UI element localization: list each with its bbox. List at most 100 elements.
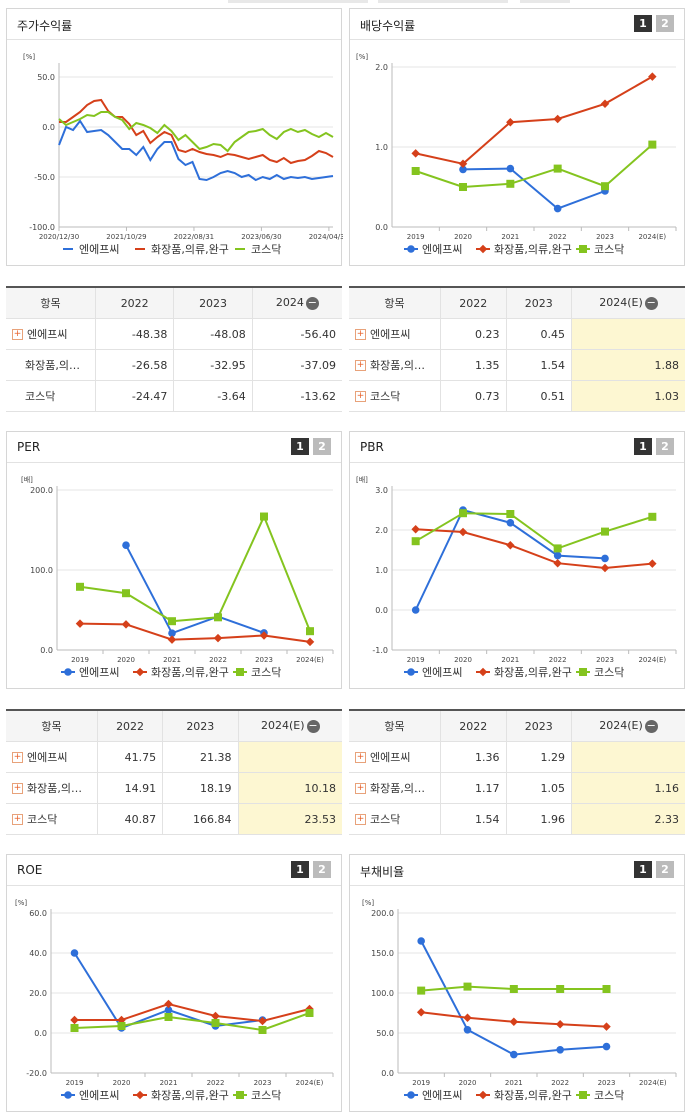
data-point	[135, 667, 145, 677]
table-cell: 18.19	[162, 772, 238, 804]
data-point	[121, 620, 131, 629]
y-tick-label: 0.0	[40, 646, 53, 655]
legend-label: 코스닥	[251, 666, 281, 679]
data-point	[600, 99, 610, 109]
data-point	[506, 519, 515, 527]
expand-icon[interactable]: +	[355, 751, 366, 763]
table-cell: 21.38	[162, 741, 238, 773]
tab-1[interactable]: 1	[634, 15, 652, 32]
tab-2[interactable]: 2	[656, 438, 674, 455]
expand-icon[interactable]: +	[12, 328, 23, 340]
x-tick-label: 2023	[254, 1079, 272, 1087]
legend-label: 엔에프씨	[422, 243, 462, 256]
table-cell: 1.36	[440, 741, 506, 773]
collapse-icon[interactable]: −	[644, 718, 658, 733]
divider	[350, 462, 684, 463]
table-cell: -13.62	[251, 380, 342, 412]
collapse-icon[interactable]: −	[306, 718, 320, 733]
row-label: 코스닥	[27, 813, 58, 826]
table-cell: 10.18	[237, 772, 342, 804]
expand-icon[interactable]: +	[355, 359, 366, 371]
x-tick-label: 2019	[66, 1079, 84, 1087]
tab-1[interactable]: 1	[291, 438, 309, 455]
expand-icon[interactable]: +	[12, 751, 23, 763]
table-cell: 1.35	[440, 349, 506, 381]
table-row: + 화장품,의류,완구 1.351.541.88	[349, 349, 685, 381]
data-point	[417, 937, 425, 945]
data-point	[509, 1017, 519, 1027]
x-tick-label: 2020	[454, 656, 472, 664]
x-tick-label: 2019	[412, 1079, 430, 1087]
header-label: 항목	[384, 720, 405, 733]
y-tick-label: 100.0	[30, 566, 53, 575]
header-label: 2022	[120, 296, 149, 310]
y-tick-label: 2.0	[375, 63, 388, 72]
series-line	[58, 119, 334, 182]
header-label: 2024(E)	[260, 719, 305, 733]
chart-svg: [%] 200.0 150.0 100.0 50.0 0.0 2019 2020 2021 202…	[362, 899, 677, 1102]
tab-1[interactable]: 1	[634, 438, 652, 455]
legend-label: 엔에프씨	[422, 666, 462, 679]
per-table: 항목 2022 2023 2024(E) − + 엔에프씨 41.75 21.38 + 화장품,의류…	[6, 709, 342, 835]
data-point	[305, 637, 315, 647]
tab-2[interactable]: 2	[313, 861, 331, 878]
data-point	[478, 244, 488, 254]
table-cell: -48.08	[173, 318, 253, 350]
table-cell: 40.87	[96, 803, 163, 835]
data-point	[211, 1019, 220, 1027]
table-cell: -56.40	[251, 318, 342, 350]
data-point	[236, 668, 244, 676]
header-label: 2022	[459, 296, 488, 310]
data-point	[407, 245, 415, 253]
expand-icon[interactable]: +	[355, 390, 366, 402]
data-point	[506, 540, 515, 550]
data-point	[506, 510, 515, 518]
row-label: 엔에프씨	[370, 751, 411, 764]
expand-icon[interactable]: +	[12, 813, 23, 825]
y-tick-label: 3.0	[375, 486, 388, 495]
table-row: 코스닥 -24.47 -3.64 -13.62	[6, 380, 342, 412]
x-tick-label: 2019	[407, 656, 425, 664]
data-point	[463, 982, 472, 991]
y-tick-label: 1.0	[375, 566, 388, 575]
table-cell: -3.64	[173, 380, 253, 412]
panel-title: 부채비율	[360, 865, 405, 879]
data-point	[411, 167, 420, 175]
header-label: 항목	[384, 297, 405, 310]
header-label: 항목	[41, 720, 62, 733]
data-point	[553, 544, 562, 553]
tab-2[interactable]: 2	[656, 861, 674, 878]
expand-icon[interactable]: +	[355, 328, 366, 340]
table-row: + 화장품,의류,완구 1.171.051.16	[349, 772, 685, 804]
data-point	[411, 537, 420, 546]
y-tick-label: 50.0	[376, 1029, 394, 1038]
legend-label: 화장품,의류,완구	[151, 243, 229, 256]
x-tick-label: 2023	[596, 233, 614, 241]
expand-icon[interactable]: +	[355, 813, 366, 825]
collapse-icon[interactable]: −	[305, 295, 319, 310]
legend-label: 코스닥	[251, 243, 281, 256]
expand-icon[interactable]: +	[355, 782, 366, 794]
table-row: + 엔에프씨 41.75 21.38	[6, 741, 342, 773]
y-tick-label: 200.0	[30, 486, 53, 495]
table-cell: 1.17	[440, 772, 506, 804]
data-point	[478, 667, 488, 677]
row-name: + 엔에프씨	[349, 741, 441, 773]
legend-label: 화장품,의류,완구	[494, 666, 572, 679]
tab-2[interactable]: 2	[656, 15, 674, 32]
data-point	[459, 165, 467, 174]
expand-icon[interactable]: +	[12, 782, 23, 794]
data-point	[164, 1013, 173, 1021]
row-label: 코스닥	[25, 390, 56, 403]
table-row: 화장품,의류,완구 -26.58-32.95-37.09	[6, 349, 342, 381]
tab-1[interactable]: 1	[291, 861, 309, 878]
x-tick-label: 2021	[505, 1079, 523, 1087]
tab-2[interactable]: 2	[313, 438, 331, 455]
collapse-icon[interactable]: −	[644, 295, 658, 310]
tab-1[interactable]: 1	[634, 861, 652, 878]
header-label: 2023	[199, 296, 228, 310]
data-point	[459, 183, 467, 191]
header-label: 2024	[275, 296, 304, 310]
